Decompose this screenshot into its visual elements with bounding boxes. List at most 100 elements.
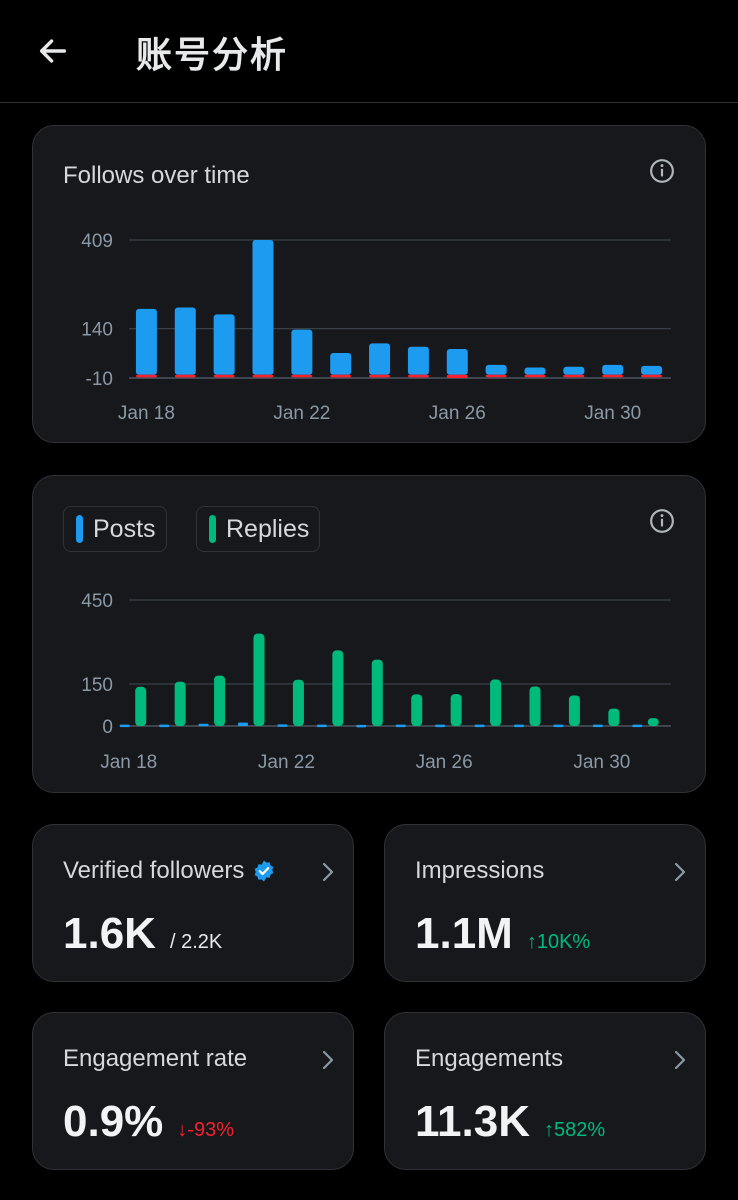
x-tick-label: Jan 30 (584, 403, 641, 424)
bar-series-0 (524, 367, 546, 375)
bar-series-0 (407, 346, 429, 375)
stat-card-engagement-rate[interactable]: Engagement rate 0.9% ↓-93% (32, 1012, 354, 1170)
x-tick-label: Jan 22 (258, 752, 315, 773)
verified-badge-icon (255, 860, 274, 882)
bar-posts (356, 724, 367, 728)
impressions-change: ↑10K% (526, 931, 591, 953)
bar-series-0 (602, 364, 624, 375)
bar-series-1 (174, 374, 196, 378)
bar-series-1 (252, 374, 274, 378)
verified-followers-total: / 2.2K (169, 931, 223, 953)
y-tick-label: 0 (102, 717, 113, 738)
page-title: 账号分析 (136, 35, 289, 76)
bar-series-1 (602, 374, 624, 378)
stat-value: 11.3K ↑582% (415, 1097, 605, 1147)
legend-posts-label: Posts (93, 514, 156, 543)
info-icon[interactable] (649, 158, 675, 184)
bar-series-1 (291, 374, 313, 378)
y-tick-label: -10 (86, 369, 113, 390)
chevron-right-icon (674, 862, 686, 882)
bar-posts (592, 724, 603, 728)
bar-series-1 (330, 374, 352, 378)
bar-replies (608, 708, 620, 726)
posts-replies-chart: 450 150 0 Jan 18 Jan 22 Jan 26 Jan 30 (81, 591, 671, 773)
bar-replies (214, 675, 226, 726)
bar-replies (647, 718, 659, 726)
bar-posts (277, 724, 288, 727)
bar-posts (553, 724, 564, 728)
x-tick-label: Jan 22 (273, 403, 330, 424)
bar-posts (198, 723, 209, 727)
stat-card-impressions[interactable]: Impressions 1.1M ↑10K% (384, 824, 706, 982)
stat-label: Engagement rate (63, 1045, 247, 1073)
stat-label: Impressions (415, 857, 544, 885)
bar-posts (435, 724, 446, 728)
bar-replies (490, 679, 502, 726)
bar-series-0 (135, 308, 157, 375)
bar-series-1 (369, 374, 391, 378)
arrow-left-icon[interactable] (36, 34, 70, 68)
legend-replies[interactable]: Replies (196, 506, 321, 552)
bar-series-1 (213, 374, 235, 378)
bar-posts (632, 724, 643, 728)
y-tick-label: 150 (81, 675, 113, 696)
posts-swatch (76, 515, 83, 543)
verified-followers-value: 1.6K (63, 909, 156, 958)
stat-label: Engagements (415, 1045, 563, 1073)
bar-replies (174, 681, 186, 726)
engagement-rate-change: ↓-93% (177, 1119, 234, 1141)
top-bar: 账号分析 (0, 0, 738, 103)
bar-posts (514, 724, 524, 728)
bar-posts (238, 722, 248, 726)
bar-replies (253, 633, 265, 726)
bar-series-1 (485, 374, 507, 378)
bar-replies (529, 686, 541, 726)
posts-replies-card: Posts Replies 450 150 0 Jan 18 Jan 22 Jan 26 J… (32, 475, 706, 793)
bar-replies (411, 694, 423, 726)
bar-replies (568, 695, 580, 726)
y-tick-label: 140 (81, 320, 113, 341)
bar-series-1 (135, 374, 157, 378)
bar-series-1 (446, 374, 468, 378)
y-tick-label: 409 (81, 231, 113, 252)
chevron-right-icon (674, 1050, 686, 1070)
bar-series-0 (213, 314, 235, 375)
bar-series-0 (369, 343, 391, 375)
bar-posts (316, 724, 327, 728)
legend-posts[interactable]: Posts (63, 506, 167, 552)
bar-series-0 (485, 364, 507, 375)
stat-value: 1.1M ↑10K% (415, 909, 590, 959)
info-icon[interactable] (649, 508, 675, 534)
stat-card-engagements[interactable]: Engagements 11.3K ↑582% (384, 1012, 706, 1170)
follows-card: Follows over time 409 140 -10 Jan 18 Jan 22 J… (32, 125, 706, 443)
bar-replies (371, 659, 383, 726)
bar-series-0 (446, 349, 468, 375)
stat-value: 1.6K / 2.2K (63, 909, 222, 959)
verified-followers-label: Verified followers (63, 857, 245, 884)
chevron-right-icon (322, 1050, 334, 1070)
bar-series-0 (291, 329, 313, 375)
bar-series-1 (641, 374, 663, 378)
impressions-label: Impressions (415, 857, 545, 884)
bar-series-0 (174, 307, 196, 375)
bar-replies (450, 694, 462, 726)
bar-posts (474, 724, 485, 728)
x-tick-label: Jan 26 (429, 403, 486, 424)
legend-replies-label: Replies (226, 514, 310, 543)
bar-posts (395, 724, 406, 728)
x-tick-label: Jan 18 (100, 752, 157, 773)
bar-series-0 (563, 366, 585, 375)
stat-label: Verified followers (63, 857, 276, 885)
bar-series-1 (407, 374, 429, 378)
x-tick-label: Jan 26 (416, 752, 473, 773)
bar-replies (292, 679, 304, 726)
bar-series-0 (330, 352, 352, 375)
replies-swatch (209, 515, 216, 543)
bar-series-0 (641, 365, 663, 375)
y-tick-label: 450 (81, 591, 113, 612)
bar-replies (332, 650, 344, 726)
engagements-value: 11.3K (415, 1097, 530, 1146)
stat-card-verified-followers[interactable]: Verified followers 1.6K / 2.2K (32, 824, 354, 982)
bar-series-1 (524, 374, 546, 378)
